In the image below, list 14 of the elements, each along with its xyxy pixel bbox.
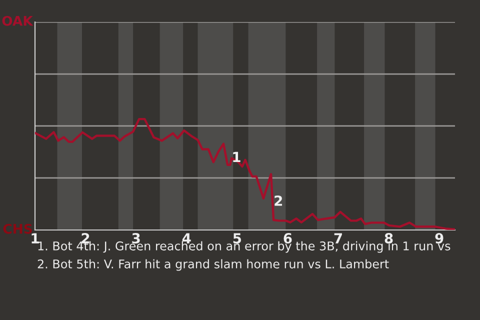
x-tick-label: 3	[132, 233, 140, 244]
x-tick-label: 2	[82, 233, 90, 244]
text: OAK	[2, 16, 34, 26]
x-tick-label: 7	[334, 233, 342, 244]
x-tick-label: 1	[32, 233, 39, 244]
text: 2. Bot 5th: V. Farr hit a grand slam home run vs L. Lambert	[38, 259, 389, 271]
x-tick-label: 9	[435, 233, 444, 244]
x-tick-label: 8	[384, 233, 393, 244]
annotation: 2	[274, 195, 282, 206]
text: CHS	[3, 224, 32, 234]
annotation: 1	[233, 152, 240, 162]
x-tick-label: 6	[284, 233, 292, 244]
x-tick-label: 5	[233, 233, 242, 244]
x-tick-label: 4	[182, 233, 191, 244]
